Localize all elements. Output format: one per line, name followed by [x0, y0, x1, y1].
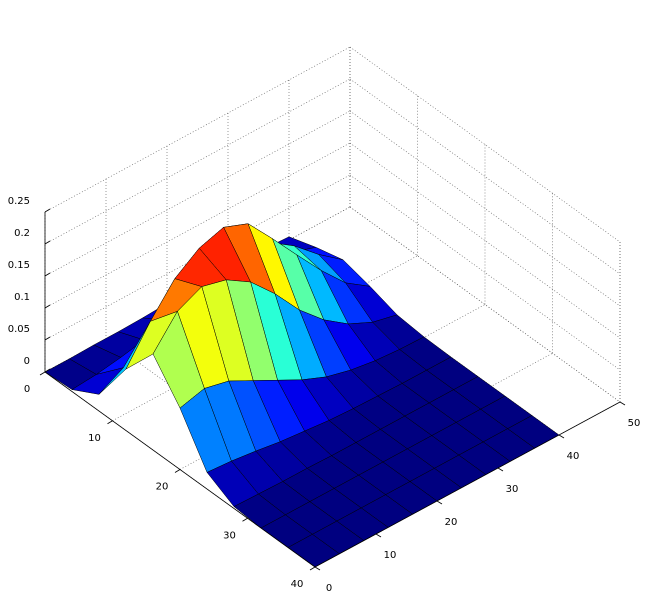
- y-tick-label: 40: [567, 451, 580, 462]
- grid-line: [44, 174, 351, 341]
- x-tick-label: 40: [291, 579, 304, 590]
- x-tick-label: 0: [24, 384, 30, 395]
- grid-line: [44, 46, 351, 213]
- grid-line: [44, 110, 351, 277]
- y-tick-label: 50: [628, 418, 641, 429]
- y-tick-label: 30: [506, 484, 519, 495]
- z-tick-label: 0.25: [8, 196, 30, 207]
- y-tick: [497, 467, 504, 472]
- x-tick: [242, 517, 248, 522]
- x-tick-label: 10: [88, 433, 101, 444]
- y-tick: [436, 500, 443, 505]
- y-tick-label: 20: [445, 517, 458, 528]
- z-tick-label: 0: [24, 356, 30, 367]
- x-tick: [309, 566, 316, 571]
- z-tick-label: 0.1: [14, 292, 30, 303]
- y-axis: [314, 401, 621, 568]
- x-tick: [107, 420, 113, 425]
- z-tick: [44, 336, 51, 341]
- z-tick-label: 0.15: [8, 260, 30, 271]
- y-tick-label: 10: [384, 550, 397, 561]
- grid-line: [44, 78, 351, 245]
- z-tick-label: 0.2: [14, 228, 30, 239]
- z-tick: [44, 272, 51, 277]
- y-tick: [619, 401, 626, 406]
- y-tick: [314, 566, 321, 571]
- y-tick-label: 0: [326, 583, 332, 594]
- z-tick-label: 0.05: [8, 324, 30, 335]
- y-tick: [558, 434, 565, 439]
- x-tick: [39, 371, 46, 376]
- x-tick: [174, 469, 181, 473]
- x-tick-label: 30: [223, 530, 236, 541]
- x-tick-label: 20: [156, 482, 169, 493]
- z-tick: [44, 368, 51, 373]
- z-tick: [44, 208, 51, 213]
- grid-line: [44, 142, 351, 309]
- z-tick: [44, 304, 51, 309]
- grid-line: [349, 78, 621, 275]
- y-tick: [375, 533, 382, 538]
- z-tick: [44, 240, 51, 245]
